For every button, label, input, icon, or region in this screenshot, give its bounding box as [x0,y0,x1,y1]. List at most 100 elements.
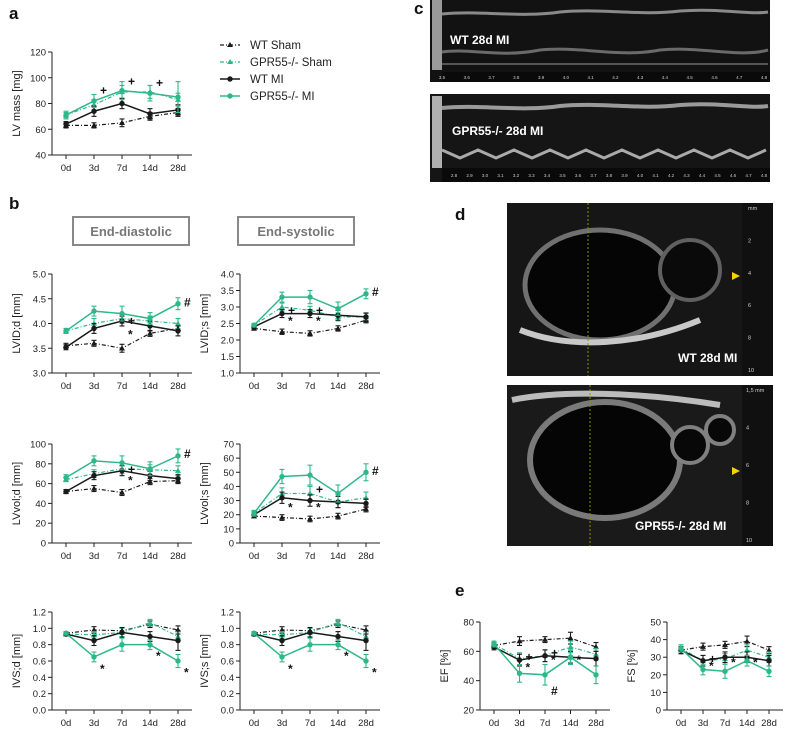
time-tick-label: 4.0 [637,173,644,178]
data-point [516,638,523,644]
data-point [335,305,341,312]
panel-letter-e: e [455,581,464,600]
data-point [593,643,599,650]
x-tick-label: 3d [89,718,100,729]
data-point [147,633,153,640]
x-tick-label: 28d [170,381,186,392]
data-point [91,458,97,464]
data-point [335,641,341,648]
significance-mark: * [128,474,133,488]
x-tick-label: 0d [249,381,260,392]
data-point [119,629,125,636]
y-axis-label: EF [%] [439,649,451,682]
depth-scale-label: 6 [748,303,751,309]
data-point [744,658,750,664]
time-tick-label: 4.3 [637,75,644,80]
x-tick-label: 7d [117,551,128,562]
data-point [279,626,285,633]
x-tick-label: 28d [170,551,186,562]
y-tick-label: 30 [650,653,661,664]
series-ko-mi [251,288,369,328]
data-point [542,636,548,642]
y-tick-label: 1.2 [221,608,234,619]
chart-lv-mass: 40 60 80 100 120 0d 3d 7d 14d 28d LV mass [mg] + + + [11,48,192,174]
time-tick-label: 4.7 [745,173,752,178]
y-tick-label: 40 [463,676,474,687]
data-point [491,641,497,647]
y-axis-label: LVvol;s [mm] [199,462,211,525]
bmode-wt-depth-scale: mm 2 4 6 8 10 [748,206,758,374]
depth-scale-label: 1,5 mm [746,388,765,394]
y-tick-label: 0.4 [221,673,234,684]
data-point [175,475,181,482]
y-axis-label: FS [%] [626,649,638,682]
y-tick-label: 0.8 [33,640,46,651]
chart-lvid-s: 1.0 1.5 2.0 2.5 3.0 3.5 4.0 0d 3d 7d 14d 28d LVID;s … [199,270,380,392]
y-tick-label: 60 [35,125,46,136]
data-point [119,119,125,126]
data-point [279,304,285,310]
data-point [516,670,523,677]
time-tick-label: 3.9 [538,75,545,80]
x-tick-label: 14d [563,718,579,729]
data-point [147,111,153,117]
y-tick-label: 20 [650,670,661,681]
x-tick-label: 14d [142,163,158,174]
data-point [147,478,153,484]
y-tick-label: 3.0 [33,369,46,380]
x-tick-label: 3d [514,718,525,729]
panel-letter-a: a [9,4,19,23]
data-point [335,490,341,497]
series-line [680,640,770,651]
data-point [678,645,684,652]
significance-mark: + [288,303,295,317]
y-tick-label: 40 [35,151,46,162]
data-point [279,473,285,480]
x-tick-label: 28d [170,718,186,729]
series-wt-sham [251,505,369,523]
data-point [63,630,69,636]
data-point [307,310,313,317]
data-point [744,647,750,653]
x-tick-label: 28d [170,163,186,174]
data-point [307,472,313,478]
data-point [335,619,341,625]
data-point [542,672,548,678]
data-point [147,330,153,336]
significance-mark: + [551,646,558,660]
data-point [175,94,181,100]
bmode-wt-image: WT 28d MI mm 2 4 6 8 10 [507,203,773,376]
y-tick-label: 10 [650,688,661,699]
data-point [91,108,97,114]
data-point [722,641,728,648]
data-point [567,643,574,650]
series-wt-mi [63,97,181,128]
data-point [279,654,285,660]
y-tick-label: 2.5 [221,319,234,330]
mmode-ko-label: GPR55-/- 28d MI [452,124,543,138]
significance-mark: * [344,649,349,663]
data-point [119,100,125,107]
data-point [119,460,125,466]
x-tick-label: 28d [358,718,374,729]
series-wt-mi [491,643,599,667]
depth-scale-label: 4 [746,426,749,432]
data-point [91,122,97,128]
end-diastolic-box [72,216,190,246]
significance-mark: * [100,662,105,676]
end-systolic-header: End-systolic [257,224,334,239]
data-point [175,301,181,307]
y-tick-label: 0.6 [221,657,234,668]
panel-letter-c: c [414,0,423,18]
data-point [593,672,599,678]
y-tick-label: 3.5 [221,286,234,297]
significance-mark: + [316,303,323,317]
data-point [307,294,313,300]
x-tick-label: 3d [277,381,288,392]
data-point [119,345,125,351]
time-tick-label: 3.8 [606,173,613,178]
x-tick-label: 3d [277,551,288,562]
x-tick-label: 0d [249,551,260,562]
series-wt-mi [251,309,369,330]
